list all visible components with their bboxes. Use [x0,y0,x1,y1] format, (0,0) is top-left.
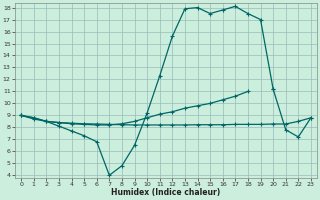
X-axis label: Humidex (Indice chaleur): Humidex (Indice chaleur) [111,188,221,197]
